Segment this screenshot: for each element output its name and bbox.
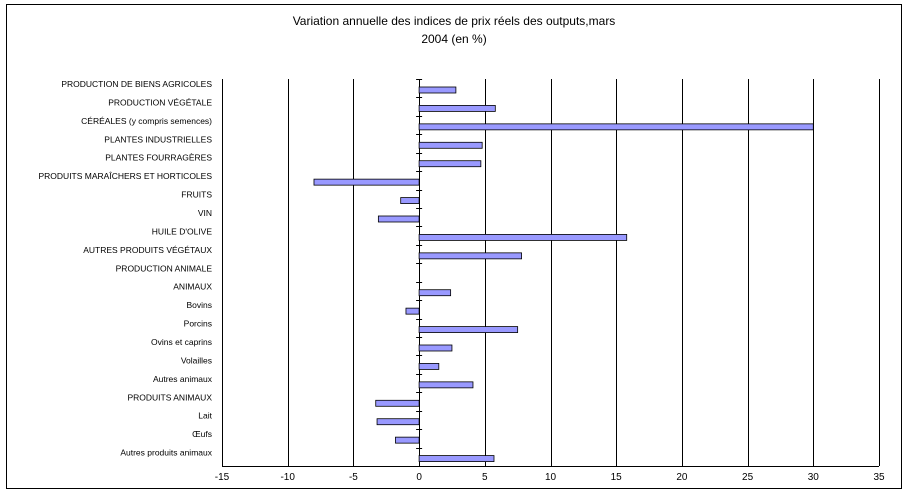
bar-9 (418, 252, 522, 260)
x-tick-label-4: 5 (482, 472, 488, 483)
bar-13 (418, 326, 519, 333)
category-label-2: CÉRÉALES (y compris semences) (81, 116, 212, 126)
bar-7 (377, 215, 420, 223)
bar-18 (376, 418, 420, 426)
bar-11 (418, 289, 452, 297)
category-label-16: Autres animaux (153, 374, 213, 384)
category-label-6: FRUITS (181, 190, 212, 200)
category-label-11: ANIMAUX (173, 282, 212, 292)
category-label-10: PRODUCTION ANIMALE (116, 263, 213, 273)
chart-title: Variation annuelle des indices de prix r… (292, 14, 616, 46)
x-tick-label-1: -10 (280, 472, 295, 483)
category-label-13: Porcins (184, 319, 212, 329)
category-label-17: PRODUITS ANIMAUX (127, 392, 212, 402)
bar-12 (405, 307, 420, 315)
chart-frame (6, 4, 902, 489)
category-label-18: Lait (198, 411, 212, 421)
category-label-9: AUTRES PRODUITS VÉGÉTAUX (83, 245, 212, 255)
x-tick-label-2: -5 (349, 472, 358, 483)
category-label-14: Ovins et caprins (151, 337, 212, 347)
x-tick-label-9: 30 (808, 472, 820, 483)
bar-20 (418, 455, 495, 462)
category-label-3: PLANTES INDUSTRIELLES (104, 134, 212, 144)
bar-16 (418, 381, 474, 389)
bar-15 (418, 363, 440, 370)
bar-17 (375, 399, 420, 407)
category-label-20: Autres produits animaux (120, 448, 212, 458)
bar-4 (418, 160, 482, 168)
x-tick-label-6: 15 (611, 472, 623, 483)
category-label-0: PRODUCTION DE BIENS AGRICOLES (61, 79, 212, 89)
x-tick-label-8: 25 (742, 472, 754, 483)
bar-8 (418, 234, 628, 241)
bar-14 (418, 344, 453, 352)
x-tick-label-3: 0 (416, 472, 422, 483)
x-tick-label-7: 20 (676, 472, 688, 483)
x-tick-label-5: 10 (545, 472, 557, 483)
category-label-12: Bovins (186, 300, 212, 310)
category-label-8: HUILE D'OLIVE (152, 226, 213, 236)
bar-6 (400, 197, 420, 204)
bar-19 (395, 436, 420, 444)
x-tick-label-0: -15 (215, 472, 230, 483)
category-label-15: Volailles (181, 355, 212, 365)
bar-2 (418, 123, 814, 131)
category-label-4: PLANTES FOURRAGÈRES (105, 153, 212, 163)
bar-0 (418, 86, 457, 94)
x-tick-label-10: 35 (873, 472, 885, 483)
bar-1 (418, 105, 496, 112)
category-label-7: VIN (198, 208, 212, 218)
category-label-1: PRODUCTION VÉGÉTALE (108, 97, 212, 107)
bar-3 (418, 141, 483, 149)
category-label-5: PRODUITS MARAÎCHERS ET HORTICOLES (39, 171, 213, 181)
bar-5 (313, 178, 420, 186)
category-label-19: Œufs (192, 429, 212, 439)
